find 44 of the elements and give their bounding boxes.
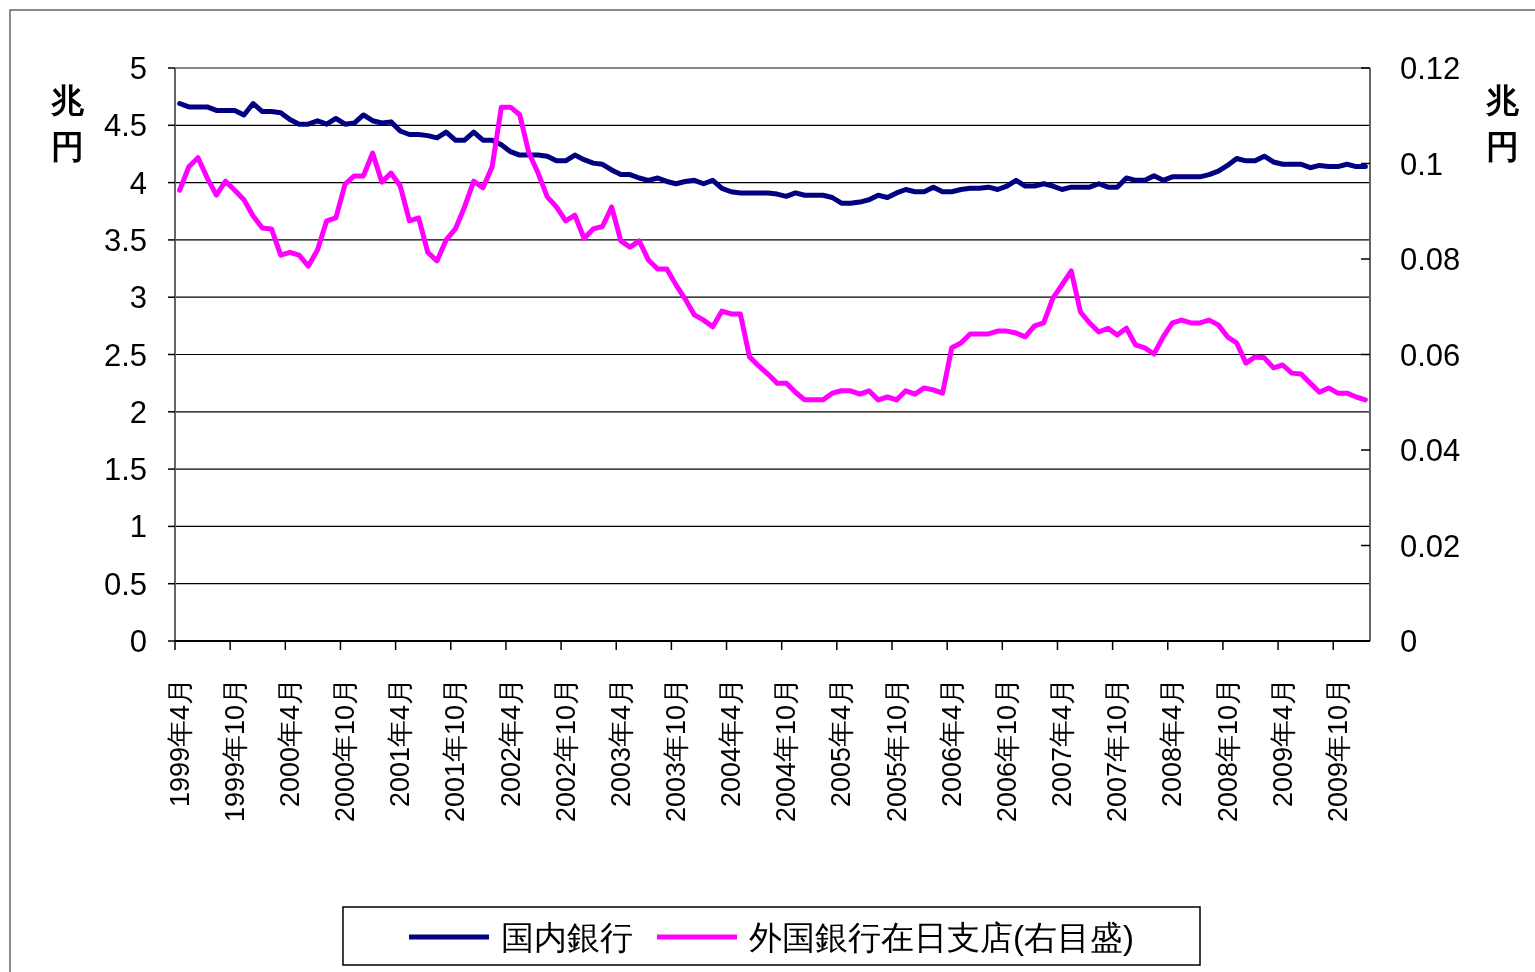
legend-label: 国内銀行	[501, 919, 634, 956]
y2-tick-label: 0.08	[1400, 242, 1461, 277]
x-tick-label: 2004年4月	[716, 678, 747, 808]
legend-label: 外国銀行在日支店(右目盛)	[749, 919, 1134, 956]
x-tick-label: 2009年10月	[1322, 678, 1353, 823]
x-tick-label: 2001年4月	[385, 678, 416, 808]
x-tick-label: 2005年4月	[826, 678, 857, 808]
y-tick-label: 4.5	[103, 108, 147, 144]
x-tick-label: 2000年10月	[330, 678, 361, 823]
y-tick-label: 2	[129, 394, 147, 430]
x-tick-label: 2008年10月	[1212, 678, 1243, 823]
y2-tick-label: 0.04	[1400, 433, 1461, 468]
x-tick-label: 2000年4月	[274, 678, 305, 808]
x-tick-label: 1999年4月	[164, 678, 195, 808]
y-tick-label: 2.5	[103, 337, 147, 373]
y-tick-label: 1	[129, 509, 147, 545]
x-tick-label: 2003年4月	[605, 678, 636, 808]
y-tick-label: 4	[129, 165, 147, 201]
y-tick-label: 3	[129, 280, 147, 316]
x-tick-label: 2004年10月	[771, 678, 802, 823]
y-axis-title: 兆円	[49, 82, 85, 165]
x-tick-label: 2002年4月	[495, 678, 526, 808]
y-tick-label: 5	[129, 51, 147, 86]
y2-tick-label: 0.1	[1400, 146, 1444, 182]
y2-axis-title: 兆円	[1484, 82, 1520, 165]
y-tick-label: 3.5	[103, 222, 147, 258]
y-tick-label: 0	[129, 624, 147, 659]
y-tick-label: 0.5	[103, 566, 147, 602]
y2-tick-label: 0.06	[1400, 337, 1461, 373]
x-tick-label: 2001年10月	[440, 678, 471, 823]
x-tick-label: 2002年10月	[550, 678, 581, 823]
x-tick-label: 2009年4月	[1267, 678, 1298, 808]
x-tick-label: 2008年4月	[1157, 678, 1188, 808]
x-tick-label: 2007年10月	[1102, 678, 1133, 823]
y2-tick-label: 0	[1400, 624, 1418, 659]
y-tick-label: 1.5	[103, 452, 147, 488]
y2-tick-label: 0.02	[1400, 528, 1461, 564]
y2-tick-label: 0.12	[1400, 51, 1461, 86]
x-tick-label: 1999年10月	[219, 678, 250, 823]
x-tick-label: 2005年10月	[881, 678, 912, 823]
x-tick-label: 2003年10月	[660, 678, 691, 823]
x-tick-label: 2007年4月	[1047, 678, 1078, 808]
x-tick-label: 2006年10月	[991, 678, 1022, 823]
x-tick-label: 2006年4月	[936, 678, 967, 808]
